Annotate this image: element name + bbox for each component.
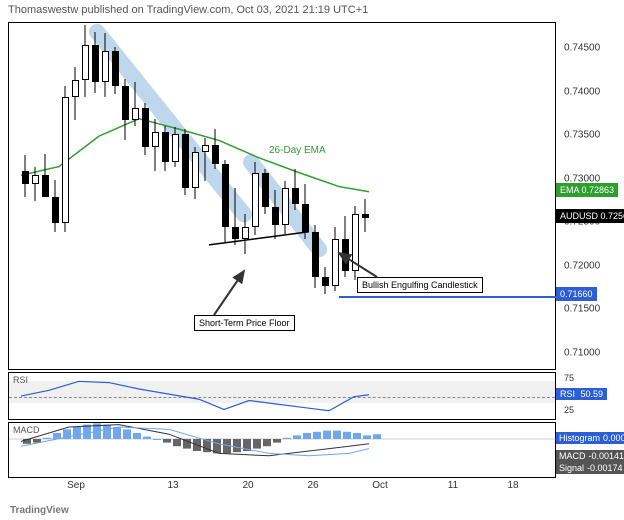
x-tick: 20 (242, 480, 253, 491)
last-price-badge: AUDUSD 0.72560 (556, 209, 624, 223)
y-tick: 0.74500 (564, 43, 600, 54)
y-tick: 0.71500 (564, 304, 600, 315)
macd-panel[interactable]: MACD (8, 422, 556, 478)
macd-badge: MACD-0.00141 (556, 450, 624, 462)
rsi-tick: 25 (564, 405, 574, 415)
rsi-tick: 75 (564, 373, 574, 383)
support-line (339, 296, 557, 298)
rsi-value-badge: RSI 50.59 (556, 388, 607, 400)
macd-legend: Histogram0.00033MACD-0.00141Signal-0.001… (556, 422, 616, 478)
rsi-line (9, 373, 557, 421)
ema-price-badge: EMA 0.72863 (556, 183, 618, 197)
macd-badge: Histogram0.00033 (556, 432, 624, 444)
support-price-badge: 0.71660 (556, 287, 597, 301)
badge-value: 0.72560 (601, 211, 624, 221)
badge-value: 0.72863 (582, 185, 615, 195)
y-tick: 0.74000 (564, 86, 600, 97)
x-tick: 11 (448, 480, 458, 491)
publish-header: Thomaswestw published on TradingView.com… (8, 4, 368, 16)
rsi-badge-label: RSI (560, 389, 575, 399)
badge-label: EMA (560, 185, 579, 195)
main-price-chart[interactable]: 26-Day EMA Short-Term Price Floor Bullis… (8, 22, 556, 370)
macd-badge: Signal-0.00174 (556, 462, 624, 474)
rsi-y-axis: 75 25 RSI 50.59 (556, 372, 616, 420)
x-tick: Sep (67, 480, 85, 491)
price-y-axis: 0.745000.740000.735000.730000.725000.720… (556, 22, 616, 370)
badge-value: 0.71660 (560, 289, 593, 299)
y-tick: 0.71000 (564, 347, 600, 358)
tradingview-watermark: TradingView (10, 505, 69, 516)
macd-chart (9, 423, 557, 479)
x-tick: Oct (372, 480, 388, 491)
rsi-badge-value: 50.59 (581, 389, 604, 399)
x-tick: 18 (507, 480, 518, 491)
rsi-panel[interactable]: RSI (8, 372, 556, 420)
x-tick: 13 (167, 480, 178, 491)
y-tick: 0.73500 (564, 130, 600, 141)
x-tick: 26 (307, 480, 318, 491)
x-axis: Sep 13 20 26 Oct 11 18 (8, 480, 556, 496)
y-tick: 0.72000 (564, 260, 600, 271)
badge-label: AUDUSD (560, 211, 598, 221)
chart-container: Thomaswestw published on TradingView.com… (0, 0, 624, 520)
